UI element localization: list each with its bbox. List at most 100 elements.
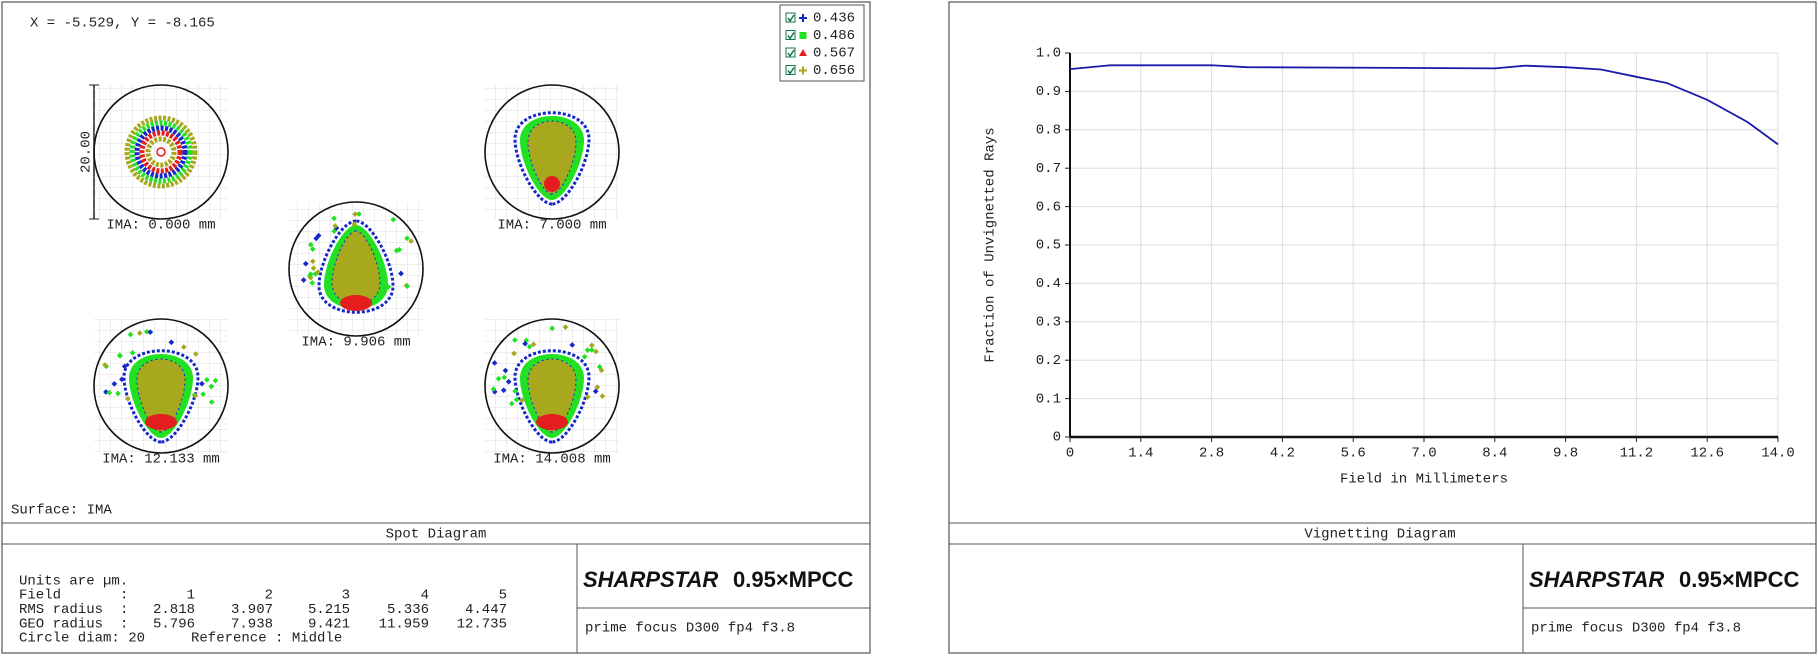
legend-marker [799, 66, 807, 75]
vignetting-line [1069, 64, 1779, 146]
legend-marker [799, 32, 807, 39]
spot-dot [569, 342, 576, 348]
table-cell: 4.447 [465, 602, 507, 618]
x-tick-label: 11.2 [1620, 446, 1654, 462]
window-title: Vignetting Diagram [1304, 527, 1455, 543]
field-label: IMA: 7.000 mm [497, 218, 606, 234]
spot-body [136, 358, 186, 433]
spot-dot [500, 387, 507, 394]
x-tick-label: 14.0 [1761, 446, 1795, 462]
table-row-label: RMS radius [19, 602, 103, 618]
y-tick-label: 0.9 [1036, 84, 1061, 100]
spot-shell [122, 349, 200, 444]
spot-dot [136, 330, 143, 336]
spot-pattern [513, 111, 591, 206]
spot-ring [129, 120, 193, 184]
spot-pattern [300, 211, 414, 314]
table-separator: : [120, 588, 128, 604]
spot-dot [111, 381, 118, 387]
spot-core [145, 414, 177, 430]
spot-dot [404, 235, 410, 242]
table-row-label: GEO radius [19, 617, 103, 633]
spot-dot [408, 238, 414, 244]
spot-shell [513, 111, 591, 206]
table-cell: 12.735 [457, 617, 507, 633]
spot-dot [522, 340, 528, 347]
spot-dot [309, 280, 316, 286]
spot-dot [530, 341, 537, 348]
spot-dot [512, 388, 518, 394]
legend-check [787, 49, 795, 58]
brand-model: 0.95×MPCC [1679, 567, 1800, 592]
legend-marker [799, 14, 807, 22]
description: prime focus D300 fp4 f3.8 [585, 621, 795, 637]
spot-dot [199, 380, 205, 387]
spot-dot [119, 376, 125, 383]
table-separator: : [120, 602, 128, 618]
field-label: IMA: 12.133 mm [102, 452, 220, 468]
scale-label: 20.00 [79, 131, 95, 173]
brand-model: 0.95×MPCC [733, 567, 854, 592]
brand: SHARPSTAR [583, 567, 718, 592]
spot-dot [385, 284, 392, 290]
spot-window [1, 1, 871, 654]
spot-dot [129, 349, 136, 356]
table-cell: 11.959 [379, 617, 429, 633]
legend-label: 0.656 [813, 63, 855, 79]
spot-dot [508, 400, 515, 407]
table-cell: 5.336 [387, 602, 429, 618]
spot-circle [484, 318, 620, 454]
spot-ring [156, 147, 166, 157]
spot-dot [116, 352, 123, 359]
y-tick-label: 0.2 [1036, 353, 1061, 369]
spot-ring [124, 115, 198, 189]
spot-dot [519, 397, 526, 404]
spot-pattern [124, 115, 198, 189]
y-tick-label: 0.5 [1036, 238, 1061, 254]
spot-dot [115, 390, 121, 397]
window-title: Spot Diagram [386, 527, 487, 543]
spot-pattern [490, 324, 606, 444]
legend-label: 0.486 [813, 28, 855, 44]
y-tick-label: 1.0 [1036, 46, 1061, 62]
spot-dot [562, 324, 569, 330]
y-tick-label: 0.7 [1036, 161, 1061, 177]
spot-dot [390, 216, 397, 223]
legend-check [787, 32, 795, 40]
spot-dot [300, 277, 307, 283]
spot-dot [208, 399, 215, 405]
cursor-readout: X = -5.529, Y = -8.165 [30, 16, 215, 32]
spot-ring [145, 136, 177, 168]
spot-ring [134, 125, 188, 179]
y-tick-label: 0 [1053, 430, 1061, 446]
spot-dot [331, 215, 337, 222]
x-tick-label: 9.8 [1553, 446, 1578, 462]
spot-dot [193, 351, 199, 357]
spot-dot [351, 221, 358, 228]
spot-dot [513, 396, 520, 403]
spot-dot [315, 269, 321, 275]
spot-dot [180, 344, 187, 350]
legend-label: 0.567 [813, 46, 855, 62]
spot-body [527, 358, 577, 433]
spot-dot [589, 342, 595, 349]
table-footer: Reference : Middle [191, 631, 342, 647]
table-cell: 3 [342, 588, 350, 604]
table-cell: 1 [187, 588, 195, 604]
surface-label: Surface: IMA [11, 503, 112, 519]
spot-dot [192, 392, 199, 399]
spot-dot [588, 347, 595, 353]
spot-dot [307, 271, 314, 277]
spot-dot [204, 376, 210, 383]
y-tick-label: 0.4 [1036, 276, 1061, 292]
spot-dot [501, 374, 508, 381]
table-row-label: Field [19, 588, 61, 604]
table-cell: 9.421 [308, 617, 350, 633]
field-label: IMA: 14.008 mm [493, 452, 611, 468]
spot-dot [511, 350, 517, 357]
table-cell: 7.938 [231, 617, 273, 633]
spot-pattern [102, 328, 219, 444]
spot-body [527, 120, 577, 195]
x-tick-label: 7.0 [1411, 446, 1436, 462]
spot-dot [526, 343, 533, 350]
